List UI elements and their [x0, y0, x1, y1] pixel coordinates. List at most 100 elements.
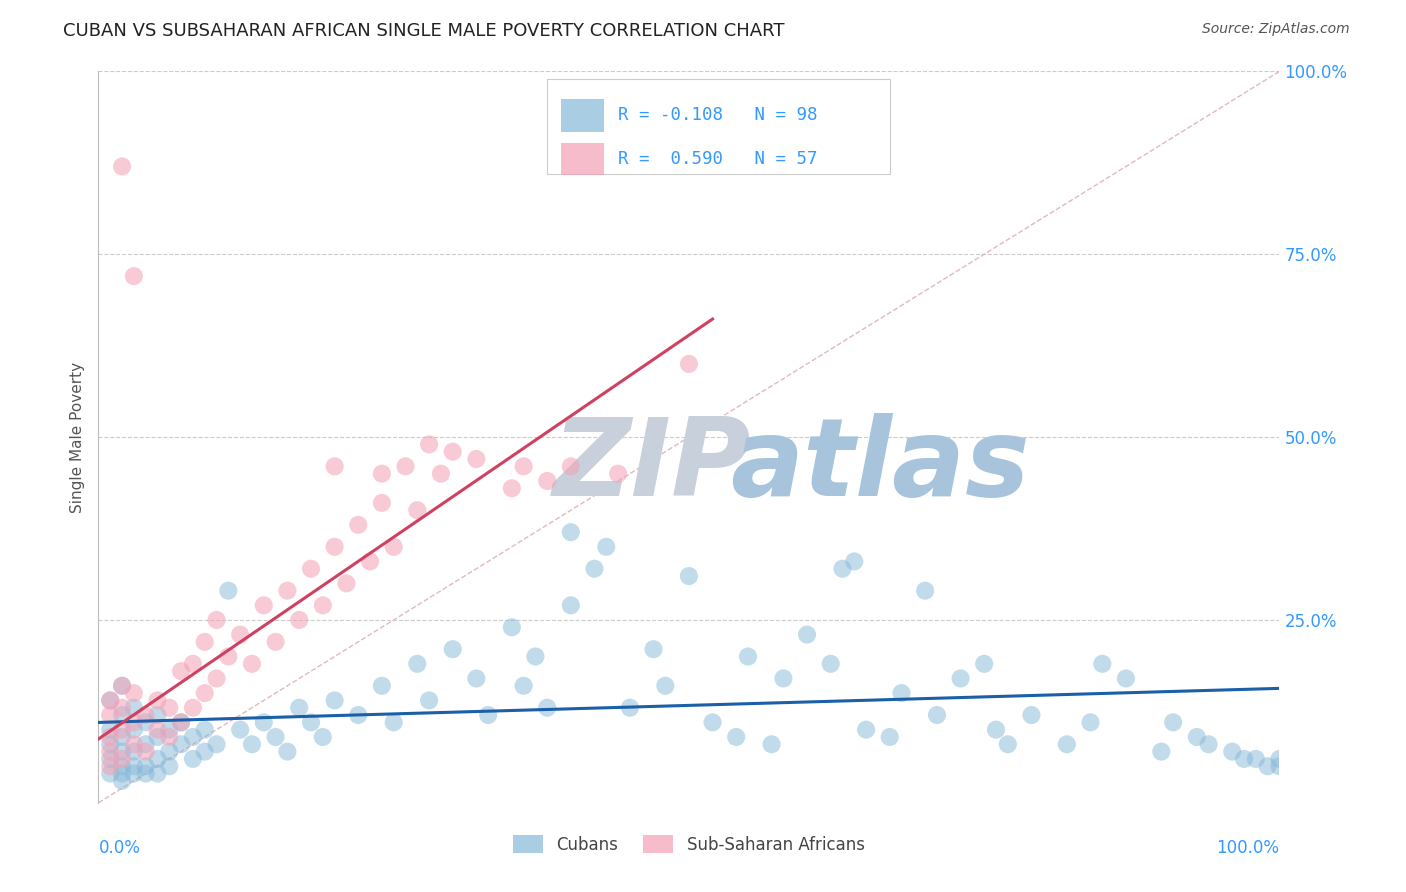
Point: [524, 649, 547, 664]
Text: atlas: atlas: [730, 413, 1031, 519]
Point: [761, 737, 783, 751]
Point: [276, 583, 298, 598]
Bar: [561, 99, 605, 131]
Point: [1257, 759, 1279, 773]
Point: [335, 576, 357, 591]
Point: [205, 672, 228, 686]
Point: [135, 759, 157, 773]
Text: 100.0%: 100.0%: [1216, 839, 1279, 857]
Point: [1161, 715, 1184, 730]
Text: ZIP: ZIP: [553, 413, 751, 519]
Point: [122, 700, 145, 714]
Point: [323, 459, 346, 474]
Point: [170, 715, 193, 730]
Point: [181, 730, 204, 744]
Point: [122, 686, 145, 700]
Point: [536, 474, 558, 488]
Point: [418, 693, 440, 707]
Point: [122, 715, 145, 730]
Point: [264, 635, 287, 649]
Text: 0.0%: 0.0%: [98, 839, 141, 857]
Point: [844, 554, 866, 568]
Point: [229, 723, 252, 737]
Point: [477, 708, 499, 723]
Point: [98, 766, 121, 780]
Point: [997, 737, 1019, 751]
Point: [111, 723, 134, 737]
Point: [1185, 730, 1208, 744]
Point: [135, 715, 157, 730]
Point: [111, 766, 134, 780]
Point: [702, 715, 724, 730]
Point: [111, 160, 134, 174]
Point: [347, 517, 370, 532]
Point: [194, 723, 217, 737]
Point: [312, 730, 335, 744]
Point: [194, 745, 217, 759]
Point: [323, 693, 346, 707]
Point: [146, 766, 169, 780]
Point: [501, 481, 523, 495]
Point: [135, 737, 157, 751]
Point: [855, 723, 877, 737]
Point: [737, 649, 759, 664]
Point: [512, 679, 534, 693]
Point: [111, 773, 134, 788]
Point: [98, 693, 121, 707]
Point: [205, 737, 228, 751]
Point: [536, 700, 558, 714]
Point: [879, 730, 901, 744]
Point: [111, 752, 134, 766]
Point: [240, 737, 263, 751]
Point: [98, 745, 121, 759]
Point: [619, 700, 641, 714]
Point: [1021, 708, 1043, 723]
Point: [441, 642, 464, 657]
Point: [122, 269, 145, 284]
Point: [1268, 759, 1291, 773]
Point: [441, 444, 464, 458]
Point: [984, 723, 1007, 737]
Point: [135, 708, 157, 723]
Point: [347, 708, 370, 723]
Point: [146, 730, 169, 744]
Point: [371, 679, 394, 693]
Point: [146, 693, 169, 707]
Point: [949, 672, 972, 686]
Point: [512, 459, 534, 474]
Point: [654, 679, 676, 693]
Point: [217, 649, 239, 664]
Point: [122, 723, 145, 737]
Point: [1115, 672, 1137, 686]
Point: [371, 467, 394, 481]
Point: [1150, 745, 1173, 759]
Point: [583, 562, 606, 576]
Text: CUBAN VS SUBSAHARAN AFRICAN SINGLE MALE POVERTY CORRELATION CHART: CUBAN VS SUBSAHARAN AFRICAN SINGLE MALE …: [63, 22, 785, 40]
Point: [170, 664, 193, 678]
FancyBboxPatch shape: [547, 78, 890, 174]
Point: [560, 525, 582, 540]
Point: [418, 437, 440, 451]
Point: [217, 583, 239, 598]
Text: R = -0.108   N = 98: R = -0.108 N = 98: [619, 106, 817, 124]
Point: [135, 766, 157, 780]
Point: [157, 700, 180, 714]
Point: [146, 752, 169, 766]
Point: [678, 569, 700, 583]
Point: [205, 613, 228, 627]
Point: [312, 599, 335, 613]
Point: [299, 562, 322, 576]
Point: [465, 452, 488, 467]
Point: [111, 679, 134, 693]
Point: [772, 672, 794, 686]
Point: [1244, 752, 1267, 766]
Legend: Cubans, Sub-Saharan Africans: Cubans, Sub-Saharan Africans: [506, 829, 872, 860]
Point: [122, 766, 145, 780]
Point: [194, 686, 217, 700]
Point: [1268, 752, 1291, 766]
Point: [560, 459, 582, 474]
Point: [796, 627, 818, 641]
Point: [111, 759, 134, 773]
Point: [323, 540, 346, 554]
Point: [157, 745, 180, 759]
